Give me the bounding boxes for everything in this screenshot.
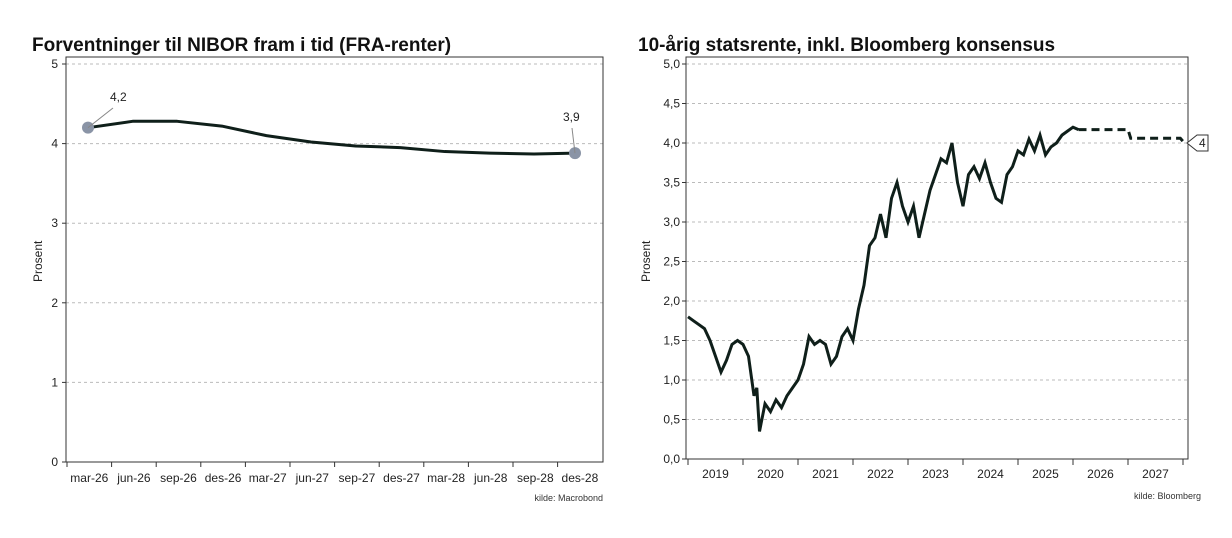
series-line	[87, 119, 576, 156]
y-tick-label: 4,0	[663, 136, 680, 150]
y-tick-label: 1	[51, 375, 58, 389]
y-tick-label: 2,0	[663, 294, 680, 308]
x-tick-label: mar-28	[427, 471, 465, 485]
x-tick-label: 2025	[1032, 467, 1059, 481]
annotation-label: 4,2	[110, 90, 127, 104]
chart-title: Forventninger til NIBOR fram i tid (FRA-…	[32, 35, 451, 56]
x-tick-label: 2027	[1142, 467, 1169, 481]
y-tick-label: 3	[51, 216, 58, 230]
y-tick-label: 4,5	[663, 97, 680, 111]
end-value-tag	[1186, 134, 1209, 152]
history-line	[687, 125, 1080, 432]
y-tick-label: 3,5	[663, 176, 680, 190]
y-tick-label: 3,0	[663, 215, 680, 229]
x-tick-label: 2021	[812, 467, 839, 481]
x-tick-label: sep-26	[160, 471, 197, 485]
x-tick-label: jun-28	[473, 471, 508, 485]
y-tick-label: 5	[51, 57, 58, 71]
source-label: kilde: Macrobond	[534, 493, 603, 503]
x-tick-label: 2026	[1087, 467, 1114, 481]
y-tick-label: 1,0	[663, 373, 680, 387]
x-tick-label: mar-27	[249, 471, 287, 485]
x-tick-label: 2022	[867, 467, 894, 481]
y-tick-label: 2	[51, 296, 58, 310]
y-tick-label: 0,5	[663, 413, 680, 427]
y-axis-label: Prosent	[31, 240, 45, 282]
end-value-label: 4	[1199, 136, 1206, 150]
plot-frame	[685, 56, 1189, 460]
y-tick-label: 0	[51, 455, 58, 469]
x-tick-label: des-26	[205, 471, 242, 485]
y-tick-label: 0,0	[663, 452, 680, 466]
x-tick-label: jun-27	[295, 471, 330, 485]
plot-frame	[65, 56, 604, 463]
y-axis-label: Prosent	[639, 240, 653, 282]
annotation-leader	[87, 107, 114, 129]
x-tick-label: mar-26	[70, 471, 108, 485]
y-tick-label: 5,0	[663, 57, 680, 71]
x-tick-label: 2024	[977, 467, 1004, 481]
y-tick-label: 1,5	[663, 334, 680, 348]
forecast-line	[1078, 128, 1185, 143]
x-tick-label: jun-26	[116, 471, 151, 485]
x-tick-label: 2023	[922, 467, 949, 481]
annotation-label: 3,9	[563, 110, 580, 124]
x-tick-label: 2019	[702, 467, 729, 481]
annotation-leader	[571, 127, 576, 154]
x-tick-label: sep-28	[517, 471, 554, 485]
x-tick-label: sep-27	[339, 471, 376, 485]
x-tick-label: des-28	[562, 471, 599, 485]
y-tick-label: 4	[51, 137, 58, 151]
source-label: kilde: Bloomberg	[1134, 491, 1201, 501]
x-tick-label: 2020	[757, 467, 784, 481]
y-tick-label: 2,5	[663, 255, 680, 269]
x-tick-label: des-27	[383, 471, 420, 485]
chart-title: 10-årig statsrente, inkl. Bloomberg kons…	[638, 35, 1055, 56]
